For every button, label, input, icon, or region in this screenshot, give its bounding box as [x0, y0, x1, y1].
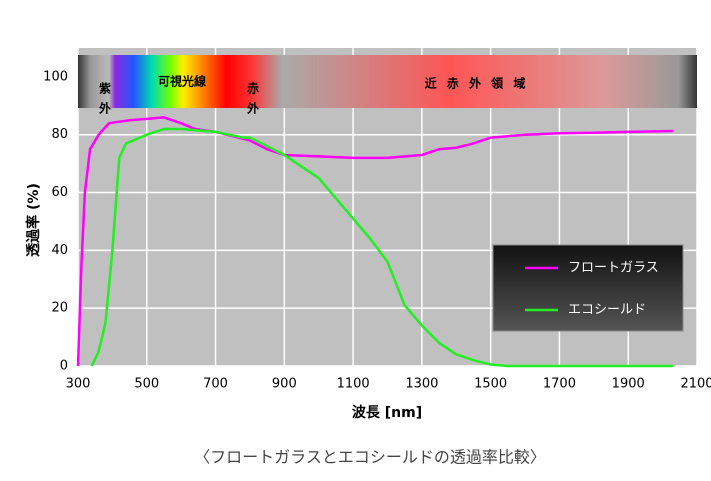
y-tick-label: 100	[43, 69, 68, 84]
x-tick-label: 1300	[405, 377, 438, 392]
legend-box	[492, 244, 684, 332]
legend-label: エコシールド	[568, 303, 646, 318]
x-axis-label: 波長 [nm]	[352, 404, 422, 421]
x-tick-label: 700	[203, 377, 228, 392]
x-tick-label: 500	[134, 377, 159, 392]
y-axis-label: 透過率 (%)	[25, 183, 42, 257]
x-tick-label: 1100	[337, 377, 370, 392]
annotation: 近 赤 外 領 域	[425, 76, 526, 91]
x-tick-label: 900	[272, 377, 297, 392]
x-tick-label: 1900	[612, 377, 645, 392]
legend-label: フロートガラス	[568, 261, 659, 276]
spectrum-band	[78, 55, 697, 108]
y-tick-label: 40	[51, 243, 68, 258]
y-tick-label: 60	[51, 185, 68, 200]
x-tick-label: 1500	[474, 377, 507, 392]
y-tick-label: 80	[51, 127, 68, 142]
line-series	[90, 127, 673, 368]
annotation: 可視光線	[158, 74, 206, 89]
y-tick-label: 0	[60, 359, 68, 374]
annotation: 赤外	[246, 81, 260, 122]
y-tick-label: 20	[51, 301, 68, 316]
x-tick-label: 1700	[543, 377, 576, 392]
x-tick-label: 2100	[680, 377, 711, 392]
caption: 〈フロートガラスとエコシールドの透過率比較〉	[194, 448, 546, 467]
annotation: 紫外	[98, 81, 112, 122]
x-tick-label: 300	[66, 377, 91, 392]
line-series	[76, 116, 673, 367]
